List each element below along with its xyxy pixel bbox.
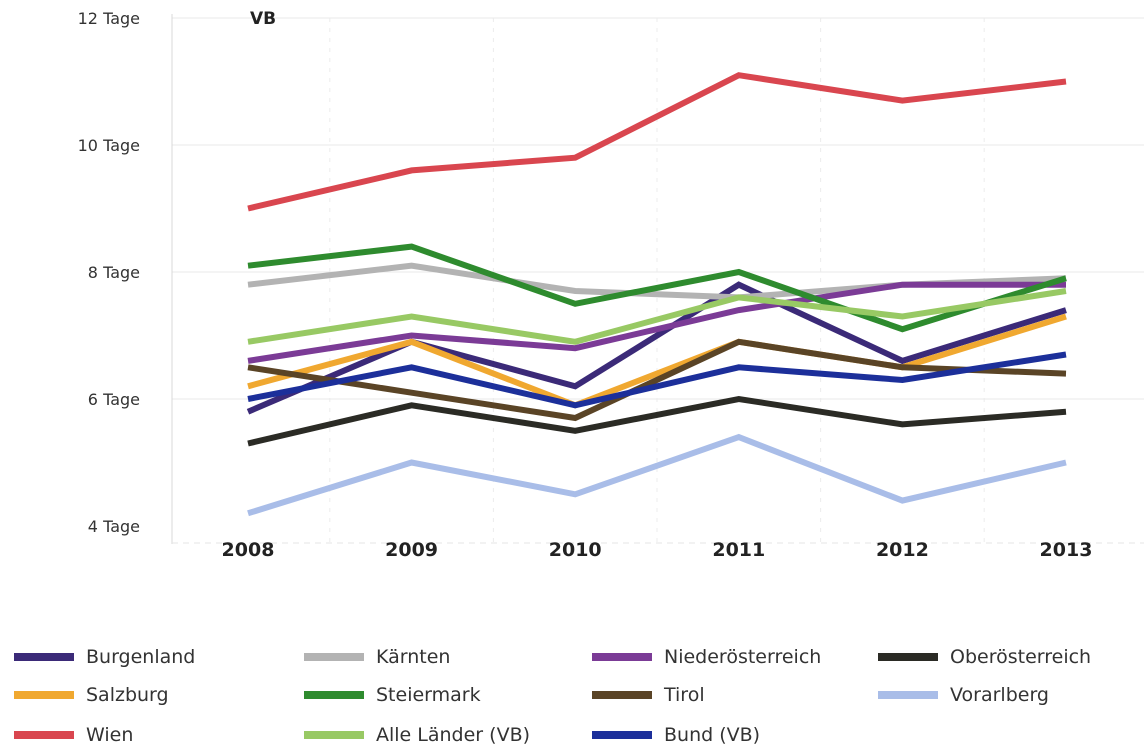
legend-item-burgenland: Burgenland — [14, 642, 195, 672]
legend-item-oberösterreich: Oberösterreich — [878, 642, 1091, 672]
legend-item-kärnten: Kärnten — [304, 642, 450, 672]
legend-item-niederösterreich: Niederösterreich — [592, 642, 821, 672]
legend-label: Bund (VB) — [664, 724, 760, 746]
legend-swatch — [304, 691, 364, 699]
legend-swatch — [304, 653, 364, 661]
legend-swatch — [592, 653, 652, 661]
chart-title: VB — [250, 9, 276, 29]
x-tick-label: 2008 — [222, 539, 275, 561]
legend-label: Tirol — [664, 684, 705, 706]
legend-swatch — [304, 731, 364, 739]
legend-item-tirol: Tirol — [592, 680, 705, 710]
legend-item-steiermark: Steiermark — [304, 680, 481, 710]
legend-swatch — [878, 653, 938, 661]
line-chart: 4 Tage6 Tage8 Tage10 Tage12 Tage 2008200… — [0, 0, 1144, 630]
legend-swatch — [592, 691, 652, 699]
y-tick-label: 8 Tage — [88, 263, 140, 282]
x-tick-label: 2013 — [1040, 539, 1093, 561]
y-axis-ticks: 4 Tage 6 Tage 8 Tage 10 Tage 12 Tage — [78, 9, 140, 536]
x-tick-label: 2009 — [385, 539, 438, 561]
legend-label: Alle Länder (VB) — [376, 724, 530, 746]
legend-item-bund-vb: Bund (VB) — [592, 720, 760, 750]
legend-swatch — [592, 731, 652, 739]
legend-swatch — [14, 653, 74, 661]
x-tick-label: 2012 — [876, 539, 929, 561]
legend-label: Oberösterreich — [950, 646, 1091, 668]
x-tick-label: 2011 — [712, 539, 765, 561]
legend-label: Salzburg — [86, 684, 169, 706]
x-tick-label: 2010 — [549, 539, 602, 561]
y-tick-label: 12 Tage — [78, 9, 140, 28]
legend-item-salzburg: Salzburg — [14, 680, 169, 710]
y-tick-label: 4 Tage — [88, 517, 140, 536]
legend-label: Steiermark — [376, 684, 481, 706]
y-tick-label: 6 Tage — [88, 390, 140, 409]
legend-label: Vorarlberg — [950, 684, 1049, 706]
legend-item-alle-länder-vb: Alle Länder (VB) — [304, 720, 530, 750]
legend: Burgenland Kärnten Niederösterreich Oberöst… — [0, 630, 1144, 749]
legend-swatch — [878, 691, 938, 699]
legend-item-vorarlberg: Vorarlberg — [878, 680, 1049, 710]
legend-swatch — [14, 731, 74, 739]
legend-swatch — [14, 691, 74, 699]
x-axis-ticks: 2008 2009 2010 2011 2012 2013 — [222, 539, 1093, 561]
legend-label: Kärnten — [376, 646, 450, 668]
y-tick-label: 10 Tage — [78, 136, 140, 155]
legend-label: Burgenland — [86, 646, 195, 668]
legend-item-wien: Wien — [14, 720, 133, 750]
legend-label: Niederösterreich — [664, 646, 821, 668]
legend-label: Wien — [86, 724, 133, 746]
